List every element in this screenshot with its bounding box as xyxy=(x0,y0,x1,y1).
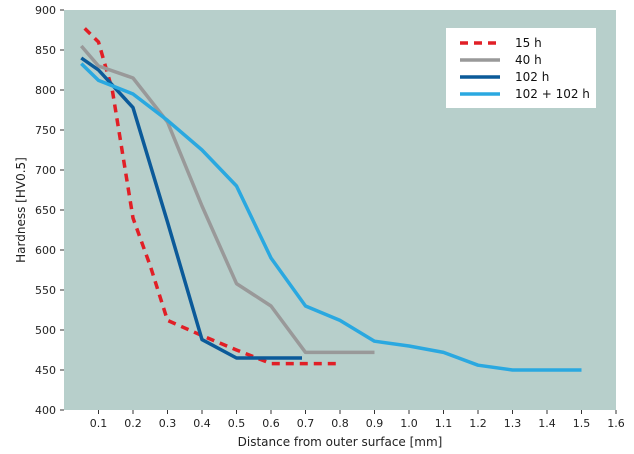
series-line-3 xyxy=(80,62,582,372)
x-tick-label: 1.0 xyxy=(400,417,418,430)
x-tick-label: 0.8 xyxy=(331,417,349,430)
legend-label-2: 102 h xyxy=(515,70,549,84)
y-tick-label: 450 xyxy=(35,364,56,377)
x-tick-label: 0.5 xyxy=(228,417,246,430)
x-tick-label: 0.4 xyxy=(193,417,211,430)
y-tick-label: 850 xyxy=(35,44,56,57)
series-line-2 xyxy=(80,56,302,360)
x-tick-label: 0.7 xyxy=(297,417,315,430)
legend-entries: 15 h 40 h 102 h 102 + 102 h xyxy=(460,36,590,101)
y-tick-label: 750 xyxy=(35,124,56,137)
x-tick-label: 1.2 xyxy=(469,417,487,430)
x-tick-label: 0.2 xyxy=(124,417,142,430)
x-tick-label: 1.4 xyxy=(538,417,556,430)
y-tick-label: 650 xyxy=(35,204,56,217)
x-axis-label: Distance from outer surface [mm] xyxy=(238,435,443,449)
y-axis: 400 450 500 550 600 650 700 750 800 850 900 xyxy=(35,4,64,417)
series-line-1 xyxy=(79,44,375,355)
x-tick-label: 0.6 xyxy=(262,417,280,430)
y-tick-label: 550 xyxy=(35,284,56,297)
legend-label-0: 15 h xyxy=(515,36,542,50)
y-axis-label: Hardness [HV0.5] xyxy=(14,157,28,263)
x-tick-label: 1.5 xyxy=(573,417,591,430)
y-tick-label: 500 xyxy=(35,324,56,337)
y-tick-label: 800 xyxy=(35,84,56,97)
x-tick-label: 1.3 xyxy=(504,417,522,430)
x-axis: 0.1 0.2 0.3 0.4 0.5 0.6 0.7 0.8 0.9 1.0 1.1 1.2 1.3 1… xyxy=(90,410,625,430)
x-tick-label: 1.1 xyxy=(435,417,453,430)
x-tick-label: 0.1 xyxy=(90,417,108,430)
y-tick-label: 900 xyxy=(35,4,56,17)
x-tick-label: 0.3 xyxy=(159,417,177,430)
series-lines xyxy=(79,27,582,372)
y-tick-label: 600 xyxy=(35,244,56,257)
y-tick-label: 400 xyxy=(35,404,56,417)
x-tick-label: 1.6 xyxy=(607,417,625,430)
legend-label-3: 102 + 102 h xyxy=(515,87,590,101)
legend-label-1: 40 h xyxy=(515,53,542,67)
y-tick-label: 700 xyxy=(35,164,56,177)
x-tick-label: 0.9 xyxy=(366,417,384,430)
